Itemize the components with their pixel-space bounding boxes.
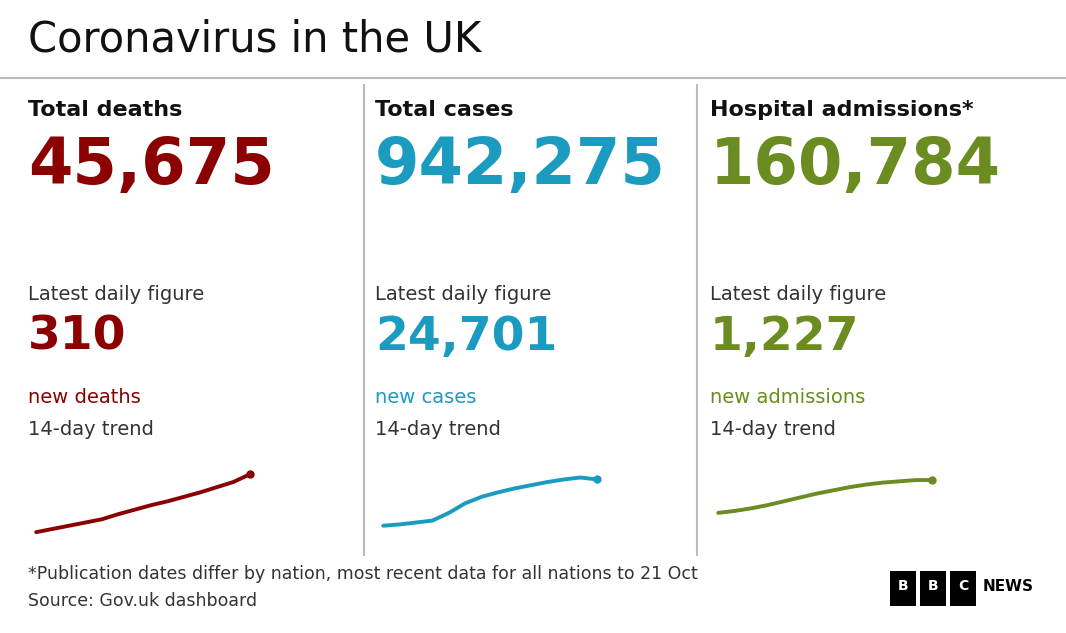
FancyBboxPatch shape — [890, 570, 916, 606]
Text: Latest daily figure: Latest daily figure — [28, 285, 205, 304]
FancyBboxPatch shape — [950, 570, 976, 606]
Text: 45,675: 45,675 — [28, 135, 275, 197]
Text: 14-day trend: 14-day trend — [710, 420, 836, 439]
Text: 1,227: 1,227 — [710, 315, 859, 360]
FancyBboxPatch shape — [920, 570, 946, 606]
Text: Source: Gov.uk dashboard: Source: Gov.uk dashboard — [28, 592, 257, 610]
Text: 24,701: 24,701 — [375, 315, 558, 360]
Text: Coronavirus in the UK: Coronavirus in the UK — [28, 18, 481, 60]
Text: 14-day trend: 14-day trend — [28, 420, 154, 439]
Text: Latest daily figure: Latest daily figure — [375, 285, 551, 304]
Text: 942,275: 942,275 — [375, 135, 666, 197]
Text: new admissions: new admissions — [710, 388, 866, 407]
Text: 14-day trend: 14-day trend — [375, 420, 501, 439]
Text: 160,784: 160,784 — [710, 135, 1001, 197]
Text: Latest daily figure: Latest daily figure — [710, 285, 886, 304]
Text: new cases: new cases — [375, 388, 477, 407]
Text: B: B — [927, 579, 938, 593]
Text: C: C — [958, 579, 968, 593]
Text: NEWS: NEWS — [983, 579, 1034, 594]
Text: Hospital admissions*: Hospital admissions* — [710, 100, 973, 120]
Text: *Publication dates differ by nation, most recent data for all nations to 21 Oct: *Publication dates differ by nation, mos… — [28, 565, 698, 583]
Text: Total cases: Total cases — [375, 100, 514, 120]
Text: Total deaths: Total deaths — [28, 100, 182, 120]
Text: 310: 310 — [28, 315, 127, 360]
Text: new deaths: new deaths — [28, 388, 141, 407]
Text: B: B — [898, 579, 908, 593]
